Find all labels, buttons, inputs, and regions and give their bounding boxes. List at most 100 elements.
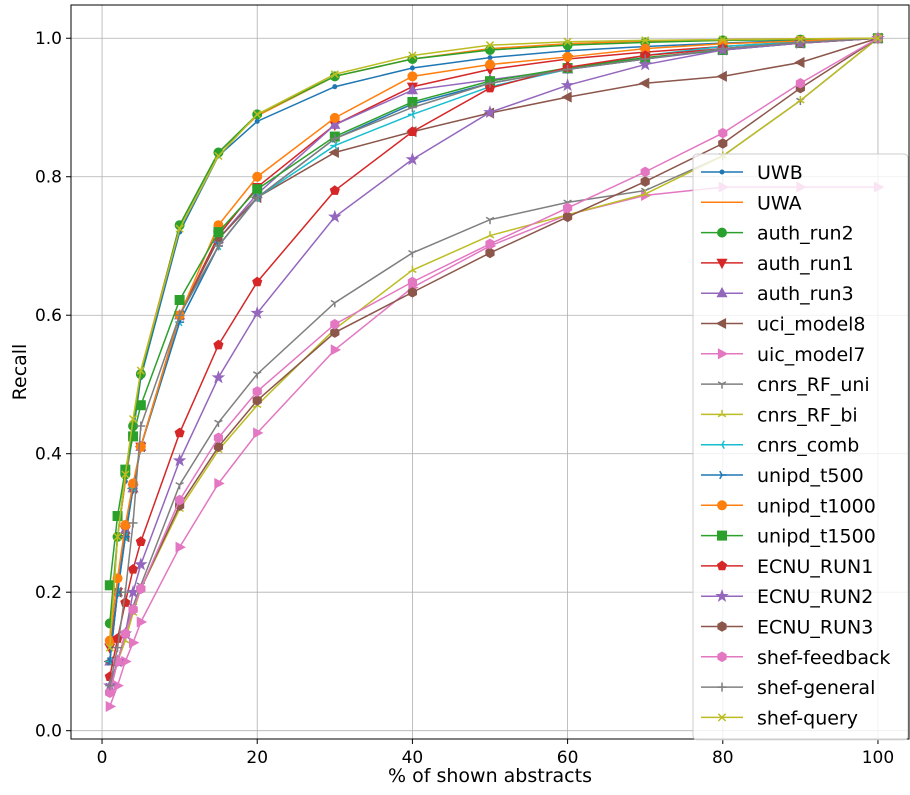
- data-point: [329, 112, 340, 123]
- series-shef-general: [105, 33, 883, 691]
- data-point: [406, 83, 418, 95]
- legend-label: cnrs_RF_uni: [757, 374, 870, 396]
- legend-label: ECNU_RUN2: [757, 586, 873, 608]
- data-point: [127, 564, 139, 574]
- legend-item: cnrs_comb: [701, 435, 859, 457]
- legend-label: UWA: [757, 192, 802, 214]
- legend-marker: [717, 440, 725, 449]
- data-point: [252, 193, 262, 203]
- data-point: [485, 78, 495, 88]
- legend: UWB UWA auth_run2 auth_run1 auth_run3 uci_mod…: [692, 153, 909, 741]
- data-point: [873, 34, 883, 43]
- data-point: [640, 166, 650, 178]
- data-point: [214, 477, 225, 490]
- data-point: [638, 77, 650, 89]
- legend-label: auth_run3: [757, 283, 854, 305]
- data-point: [329, 118, 341, 129]
- data-point: [332, 84, 338, 90]
- x-tick-label: 60: [557, 748, 579, 768]
- legend-label: unipd_t1000: [757, 495, 876, 517]
- data-point: [214, 419, 223, 428]
- legend-label: auth_run2: [757, 223, 854, 245]
- series-line: [109, 37, 879, 677]
- legend-item: shef-general: [701, 677, 875, 699]
- data-point: [408, 265, 417, 274]
- data-point: [718, 138, 728, 149]
- data-point: [105, 700, 117, 713]
- data-point: [563, 64, 573, 74]
- legend-marker: [719, 169, 725, 175]
- legend-marker: [717, 409, 727, 418]
- legend-marker: [717, 500, 727, 511]
- legend-item: UWB: [701, 162, 803, 184]
- legend-item: auth_run2: [701, 223, 854, 245]
- data-point: [563, 211, 573, 223]
- data-point: [213, 432, 224, 444]
- data-point: [175, 224, 184, 233]
- y-tick-label: 0.0: [35, 722, 62, 742]
- data-point: [796, 34, 805, 44]
- data-point: [330, 344, 342, 356]
- data-point: [640, 176, 650, 187]
- axis-ticks: 0 20 40 60 80 100 0.0 0.2 0.4 0.6 0.8 1.0: [35, 29, 894, 768]
- data-point: [174, 427, 185, 438]
- series-line: [109, 37, 879, 693]
- data-point: [174, 294, 185, 305]
- data-point: [135, 400, 146, 411]
- legend-marker: [717, 530, 727, 541]
- data-point: [409, 65, 415, 71]
- data-point: [104, 580, 115, 591]
- y-tick-label: 0.4: [35, 445, 62, 465]
- data-point: [330, 141, 338, 150]
- data-point: [330, 318, 340, 330]
- data-point: [120, 597, 131, 607]
- legend-marker: [719, 470, 727, 480]
- data-point: [120, 628, 130, 640]
- data-point: [640, 54, 650, 64]
- legend-item: ECNU_RUN2: [701, 586, 873, 608]
- legend-item: uic_model7: [701, 344, 866, 366]
- legend-item: uci_model8: [701, 314, 866, 336]
- x-tick-label: 20: [246, 748, 268, 768]
- y-tick-label: 0.6: [35, 306, 62, 326]
- data-point: [485, 45, 495, 56]
- legend-marker: [717, 348, 729, 360]
- data-point: [329, 185, 340, 195]
- data-point: [794, 56, 805, 69]
- data-point: [795, 77, 805, 89]
- data-point: [407, 71, 418, 82]
- legend-item: unipd_t1500: [701, 526, 876, 548]
- legend-item: unipd_t1000: [701, 495, 876, 517]
- data-point: [105, 687, 115, 698]
- data-point: [253, 427, 264, 439]
- legend-label: shef-feedback: [757, 647, 890, 669]
- data-point: [330, 134, 340, 144]
- data-point: [213, 339, 224, 350]
- legend-item: ECNU_RUN3: [701, 617, 873, 639]
- legend-item: UWA: [701, 192, 802, 214]
- legend-item: auth_run3: [701, 283, 854, 305]
- data-point: [640, 189, 650, 197]
- data-point: [718, 35, 727, 44]
- data-point: [330, 327, 340, 338]
- data-point: [252, 184, 263, 195]
- legend-marker: [717, 713, 727, 722]
- data-point: [252, 171, 263, 182]
- y-tick-label: 0.8: [35, 168, 62, 188]
- legend-label: ECNU_RUN1: [757, 556, 873, 578]
- legend-marker: [715, 589, 729, 602]
- legend-item: ECNU_RUN1: [701, 556, 873, 578]
- data-point: [407, 276, 417, 288]
- data-point: [214, 151, 223, 161]
- legend-label: uci_model8: [757, 314, 866, 336]
- data-point: [136, 366, 145, 375]
- series-line: [109, 37, 878, 641]
- legend-label: auth_run1: [757, 253, 854, 275]
- legend-marker: [716, 258, 728, 270]
- data-point: [328, 209, 342, 223]
- data-point: [483, 105, 497, 119]
- legend-label: unipd_t1500: [757, 526, 876, 548]
- data-point: [485, 231, 495, 239]
- data-point: [120, 520, 131, 531]
